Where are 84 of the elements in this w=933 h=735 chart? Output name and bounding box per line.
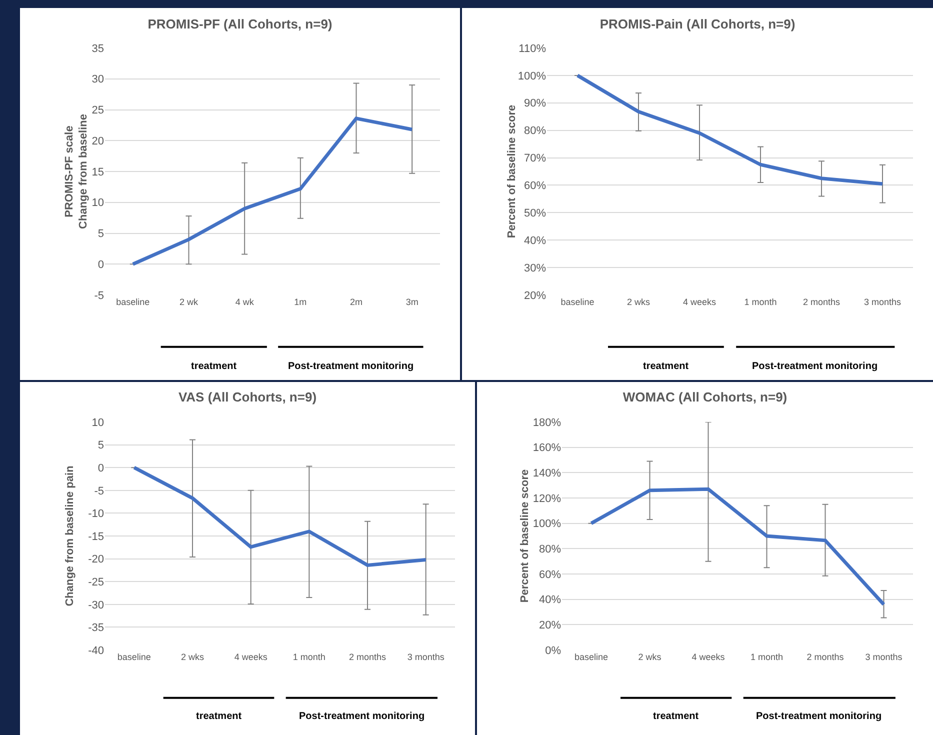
y-tick-label: -5 [94,290,104,302]
y-tick-label: 40% [524,234,546,247]
x-tick-label: 1m [294,297,307,307]
y-tick-label: 90% [524,98,546,110]
x-tick-label: 3m [406,297,418,307]
y-tick-label: 120% [532,492,562,505]
y-tick-label: 0 [98,258,104,271]
line-series [576,74,884,186]
x-tick-label: 2 months [802,297,841,307]
y-axis-title: Percent of baseline score [506,104,518,238]
y-tick-label: 5 [98,228,104,240]
x-tick-label: 4 weeks [692,652,726,662]
y-tick-label: -10 [88,508,104,520]
x-tick-label: 2 months [806,652,844,662]
y-tick-label: 20% [524,290,546,302]
y-tick-label: 35 [92,42,104,55]
x-tick-label: 1 month [744,297,777,307]
text: treatment [643,361,690,372]
y-tick-label: -40 [88,644,104,657]
x-tick-label: baseline [560,297,594,307]
y-tick-label: 140% [532,468,562,480]
y-axis-title: PROMIS-PF scale Change from baseline [63,114,90,229]
y-tick-label: 50% [524,208,546,220]
x-tick-label: 2 wks [626,297,650,307]
x-tick-label: baseline [574,652,608,662]
chart-title: VAS (All Cohorts, n=9) [178,390,317,405]
text: Post-treatment monitoring [288,361,414,372]
y-tick-label: 10 [92,197,104,210]
y-tick-label: 20 [92,135,104,148]
text: treatment [196,711,242,722]
y-tick-label: 110% [518,42,546,55]
x-tick-label: 4 weeks [682,297,716,307]
x-tick-label: 3 months [407,652,445,662]
y-axis-title: Percent of baseline score [518,469,531,603]
line-series [132,466,428,567]
y-tick-label: 80% [524,125,546,138]
x-tick-label: 2 months [348,652,387,662]
chart-title: PROMIS-Pain (All Cohorts, n=9) [600,16,796,32]
text: treatment [653,711,700,722]
x-tick-label: 1 month [750,652,784,662]
x-tick-label: 3 months [864,297,902,307]
y-axis-title: Change from baseline pain [64,465,76,606]
y-tick-label: -20 [88,554,104,566]
y-tick-label: -30 [88,599,104,612]
y-tick-label: 60% [538,568,562,581]
y-tick-label: 100% [518,70,546,82]
x-tick-label: baseline [117,652,151,662]
y-tick-label: -15 [88,530,104,543]
y-tick-label: -5 [94,485,104,498]
text: Post-treatment monitoring [299,711,425,722]
line-series [590,487,886,606]
x-tick-label: 2m [350,297,363,307]
text: Post-treatment monitoring [752,361,878,372]
x-tick-label: 1 month [292,652,326,662]
y-tick-label: 25 [92,104,104,117]
y-tick-label: 180% [532,416,562,429]
y-tick-label: 60% [524,180,546,192]
y-tick-label: 20% [538,620,562,632]
x-tick-label: 4 wk [235,297,254,307]
x-tick-label: 4 weeks [234,652,268,662]
x-tick-label: 2 wk [179,297,198,307]
chart-title: PROMIS-PF (All Cohorts, n=9) [148,16,332,32]
chart-title: WOMAC (All Cohorts, n=9) [622,390,788,405]
text: Post-treatment monitoring [756,711,882,722]
y-tick-label: 100% [532,518,562,530]
line-series [131,116,414,266]
x-tick-label: baseline [116,297,150,307]
y-tick-label: 10 [92,416,104,429]
x-tick-label: 2 wks [180,652,204,662]
y-tick-label: 80% [538,544,562,556]
y-tick-label: 0 [98,462,104,474]
y-tick-label: 30 [92,74,104,86]
y-tick-label: 40% [538,594,562,606]
x-tick-label: 2 wks [638,652,662,662]
y-tick-label: 15 [92,166,104,178]
y-tick-label: -35 [88,622,104,634]
y-tick-label: -25 [88,576,104,588]
x-tick-label: 3 months [865,652,903,662]
text: treatment [191,361,238,372]
y-tick-label: 160% [532,442,562,454]
y-tick-label: 70% [524,152,546,165]
y-tick-label: 30% [524,262,546,274]
y-tick-label: 5 [98,440,104,452]
y-tick-label: 0% [545,644,562,657]
